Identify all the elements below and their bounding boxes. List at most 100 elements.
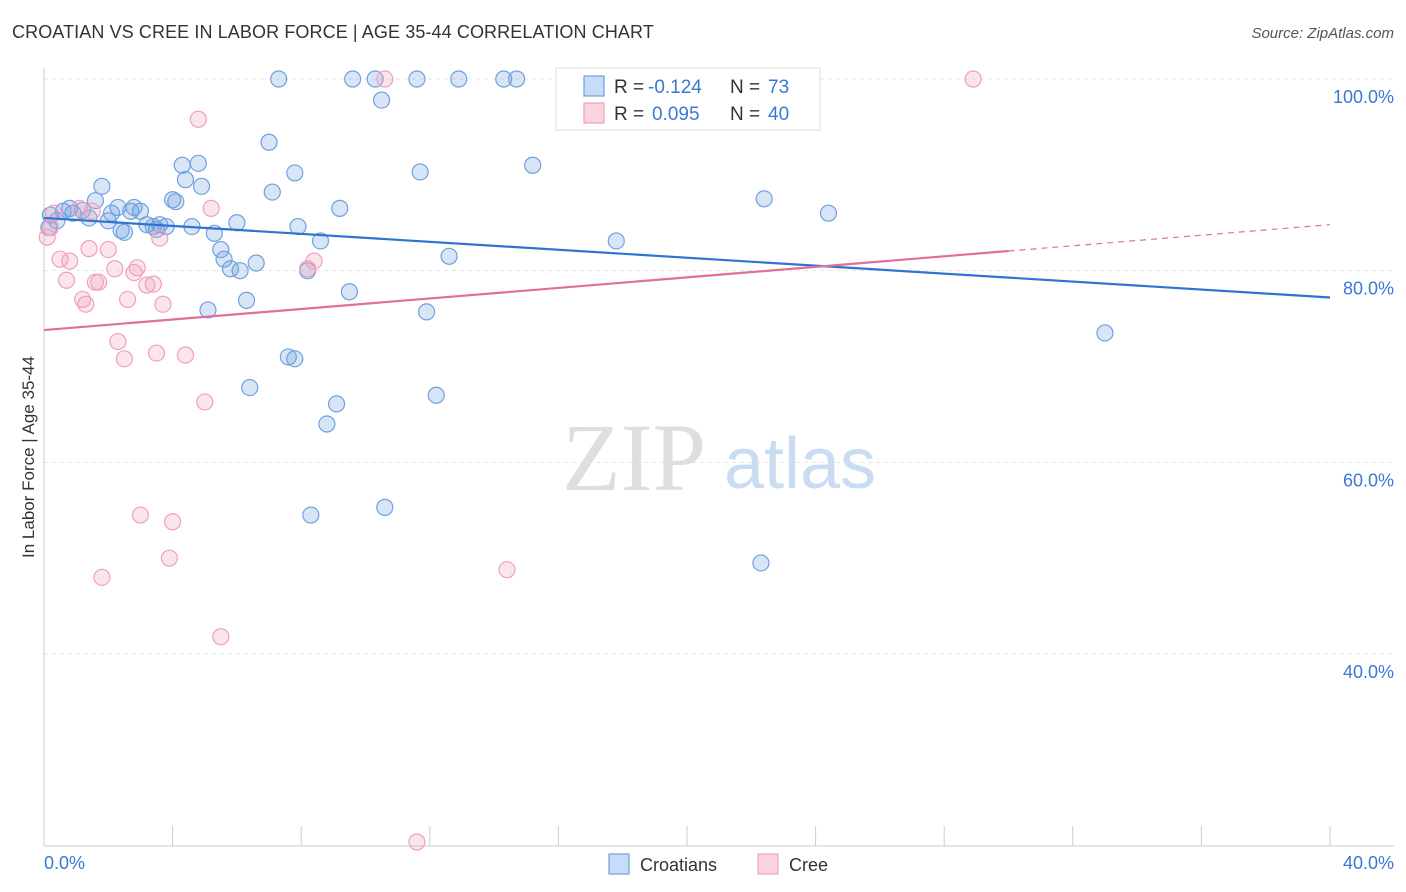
croatians-stat-swatch (583, 75, 605, 97)
y-tick-label-100: 100.0% (1333, 87, 1394, 107)
grid-lines (44, 78, 1394, 655)
cree-point-31 (212, 628, 230, 646)
croatians-point-64 (508, 70, 526, 88)
croatians-point-42 (279, 348, 297, 366)
croatians-point-60 (427, 386, 445, 404)
croatians-point-8 (93, 177, 111, 195)
croatians-point-57 (408, 70, 426, 88)
croatians-trend-line (43, 216, 1331, 299)
croatians-point-52 (340, 283, 359, 301)
croatians-point-3 (61, 199, 79, 217)
cree-point-14 (109, 332, 127, 351)
croatians-point-62 (450, 70, 468, 88)
croatians-point-43 (286, 164, 304, 182)
cree-point-19 (131, 506, 150, 524)
x-tick-label-right: 40.0% (1343, 853, 1394, 873)
watermark-zip: ZIP (562, 404, 706, 511)
cree-point-22 (147, 344, 166, 362)
croatians-point-53 (344, 70, 362, 88)
croatians-point-51 (331, 199, 349, 217)
cree-trend-line (43, 249, 1009, 332)
croatians-point-56 (376, 498, 394, 516)
watermark-atlas: atlas (724, 424, 876, 504)
cree-point-35 (408, 833, 426, 851)
croatians-legend-swatch[interactable] (608, 853, 630, 875)
croatians-n-label: N = (730, 77, 760, 98)
cree-point-25 (160, 549, 178, 567)
cree-r-value: 0.095 (652, 104, 700, 125)
series-legend: Croatians Cree (608, 853, 828, 875)
cree-point-20 (138, 276, 156, 294)
croatians-point-55 (372, 91, 391, 109)
croatians-point-36 (237, 291, 256, 309)
cree-point-17 (125, 263, 143, 282)
cree-point-21 (144, 275, 162, 293)
croatians-point-44 (286, 350, 304, 368)
croatians-point-70 (819, 204, 838, 222)
y-tick-label-40: 40.0% (1343, 662, 1394, 682)
croatians-point-47 (302, 506, 320, 524)
cree-point-11 (93, 568, 111, 586)
croatians-point-34 (228, 214, 246, 232)
croatians-point-58 (411, 163, 429, 181)
croatians-point-63 (495, 70, 513, 88)
croatians-point-71 (1096, 324, 1114, 342)
x-tick-label-left: 0.0% (44, 853, 85, 873)
croatians-point-49 (318, 415, 336, 433)
cree-point-16 (118, 290, 137, 309)
cree-point-4 (61, 252, 79, 270)
cree-point-23 (151, 229, 169, 247)
cree-point-0 (38, 228, 56, 246)
cree-legend-label[interactable]: Cree (789, 855, 828, 875)
croatians-point-13 (115, 223, 133, 241)
croatians-point-23 (167, 193, 185, 211)
croatians-point-45 (289, 217, 307, 236)
y-axis-label: In Labor Force | Age 35-44 (19, 356, 38, 558)
croatians-point-69 (755, 190, 773, 208)
cree-point-37 (964, 70, 982, 88)
croatians-point-67 (607, 232, 625, 250)
cree-point-28 (189, 110, 207, 128)
source-label: Source: ZipAtlas.com (1251, 25, 1394, 42)
cree-n-label: N = (730, 104, 760, 125)
croatians-point-32 (215, 250, 233, 268)
cree-stat-swatch (583, 102, 605, 124)
cree-legend-swatch[interactable] (757, 853, 779, 875)
cree-point-13 (106, 260, 124, 278)
cree-point-8 (80, 240, 98, 258)
croatians-point-54 (366, 70, 384, 88)
cree-point-15 (115, 350, 133, 368)
croatians-point-27 (189, 154, 207, 172)
croatians-point-24 (173, 156, 191, 174)
croatians-point-28 (192, 177, 211, 195)
cree-point-3 (57, 271, 76, 289)
croatians-point-39 (260, 133, 278, 151)
cree-point-5 (70, 199, 88, 217)
croatians-point-68 (752, 554, 770, 572)
croatians-point-41 (270, 70, 288, 88)
croatians-point-38 (247, 254, 265, 272)
cree-point-36 (498, 561, 516, 579)
croatians-point-37 (241, 378, 259, 397)
croatians-point-35 (231, 262, 249, 280)
cree-point-33 (305, 252, 323, 270)
croatians-legend-label[interactable]: Croatians (640, 855, 717, 875)
x-ticks (43, 826, 1331, 846)
cree-point-39 (83, 202, 101, 220)
trend-lines (43, 216, 1331, 332)
cree-trend-line-extension (1008, 224, 1331, 252)
cree-point-18 (128, 259, 146, 277)
cree-r-label: R = (614, 104, 644, 125)
croatians-n-value: 73 (768, 77, 789, 98)
cree-point-38 (45, 204, 63, 222)
croatians-point-50 (327, 395, 346, 413)
cree-point-34 (376, 70, 394, 88)
croatians-r-label: R = (614, 77, 644, 98)
croatians-point-65 (524, 156, 542, 174)
croatians-point-59 (417, 303, 436, 321)
croatians-point-48 (311, 232, 330, 250)
cree-point-30 (202, 199, 220, 217)
cree-point-6 (73, 290, 92, 309)
cree-point-27 (176, 346, 195, 364)
